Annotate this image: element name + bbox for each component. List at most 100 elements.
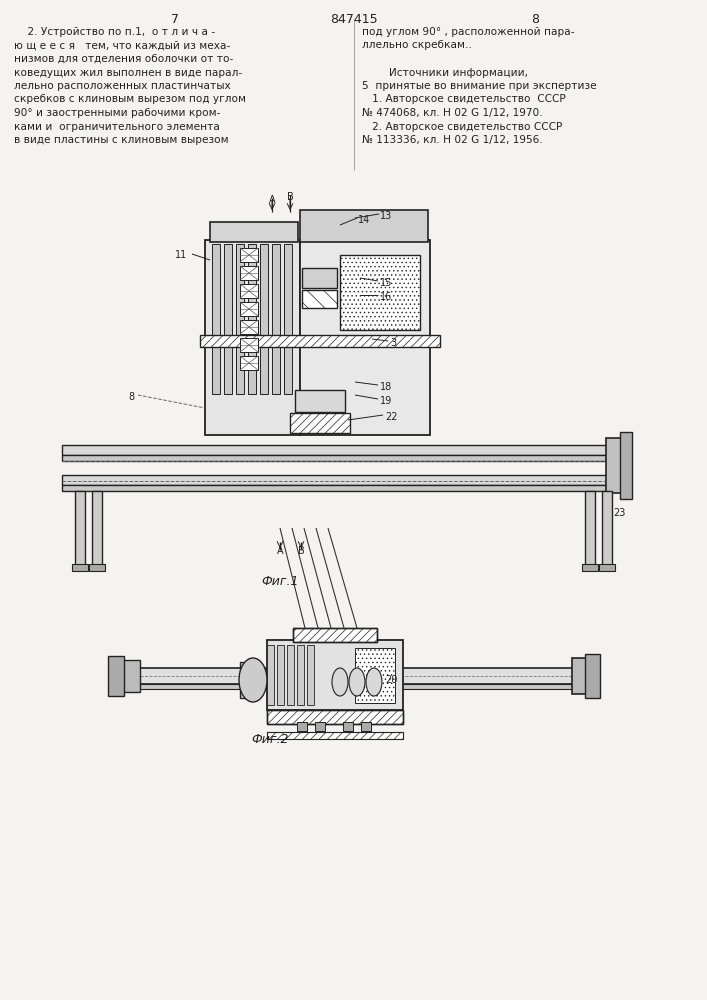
Bar	[295, 390, 345, 412]
Bar	[120, 660, 140, 692]
Bar	[355, 648, 395, 703]
Bar	[62, 455, 624, 461]
Text: 3: 3	[390, 338, 396, 348]
Text: ками и  ограничительного элемента: ками и ограничительного элемента	[14, 121, 220, 131]
Bar	[300, 240, 430, 435]
Text: B: B	[286, 192, 293, 202]
Text: 20: 20	[385, 675, 397, 685]
Bar	[200, 335, 440, 347]
Bar	[72, 564, 88, 571]
Bar	[240, 248, 258, 262]
Text: № 113336, кл. Н 02 G 1/12, 1956.: № 113336, кл. Н 02 G 1/12, 1956.	[362, 135, 543, 145]
Ellipse shape	[332, 668, 348, 696]
Text: 23: 23	[613, 508, 626, 518]
Ellipse shape	[239, 658, 267, 702]
Text: 847415: 847415	[330, 13, 378, 26]
Text: Источники информации,: Источники информации,	[362, 68, 528, 78]
Text: 8: 8	[531, 13, 539, 26]
Bar	[260, 244, 268, 394]
Text: 15: 15	[380, 278, 392, 288]
Text: низмов для отделения оболочки от то-: низмов для отделения оболочки от то-	[14, 54, 233, 64]
Bar	[224, 244, 232, 394]
Bar	[240, 266, 258, 280]
Bar	[606, 438, 628, 493]
Bar	[585, 654, 600, 698]
Text: 18: 18	[380, 382, 392, 392]
Text: 7: 7	[171, 13, 179, 26]
Text: в виде пластины с клиновым вырезом: в виде пластины с клиновым вырезом	[14, 135, 228, 145]
Bar	[205, 240, 300, 435]
Text: лельно расположенных пластинчатых: лельно расположенных пластинчатых	[14, 81, 230, 91]
Text: 2. Устройство по п.1,  о т л и ч а -: 2. Устройство по п.1, о т л и ч а -	[14, 27, 215, 37]
Bar	[267, 732, 403, 739]
Bar	[293, 628, 377, 642]
Bar	[120, 684, 580, 689]
Bar	[240, 320, 258, 334]
Bar	[302, 268, 337, 288]
Bar	[272, 244, 280, 394]
Text: A: A	[269, 195, 275, 205]
Bar	[284, 244, 292, 394]
Bar	[267, 710, 403, 724]
Text: скребков с клиновым вырезом под углом: скребков с клиновым вырезом под углом	[14, 95, 246, 104]
Bar	[297, 722, 307, 731]
Bar	[599, 564, 615, 571]
Text: № 474068, кл. Н 02 G 1/12, 1970.: № 474068, кл. Н 02 G 1/12, 1970.	[362, 108, 543, 118]
Text: 16: 16	[380, 292, 392, 302]
Bar	[302, 290, 337, 308]
Ellipse shape	[349, 668, 365, 696]
Text: 14: 14	[358, 215, 370, 225]
Bar	[267, 640, 403, 710]
Bar	[62, 445, 624, 455]
Bar	[340, 255, 420, 330]
Text: 11: 11	[175, 250, 187, 260]
Bar	[582, 564, 598, 571]
Bar	[602, 491, 612, 566]
Bar	[240, 338, 258, 352]
Bar	[290, 413, 350, 433]
Bar	[240, 284, 258, 298]
Bar	[212, 244, 220, 394]
Bar	[236, 244, 244, 394]
Bar	[240, 302, 258, 316]
Text: коведущих жил выполнен в виде парал-: коведущих жил выполнен в виде парал-	[14, 68, 242, 78]
Bar	[300, 210, 428, 242]
Text: 2. Авторское свидетельство СССР: 2. Авторское свидетельство СССР	[362, 121, 562, 131]
Text: 22: 22	[385, 412, 397, 422]
Text: под углом 90° , расположенной пара-: под углом 90° , расположенной пара-	[362, 27, 575, 37]
Bar	[89, 564, 105, 571]
Text: Фиг.2: Фиг.2	[251, 733, 288, 746]
Text: B: B	[298, 546, 305, 556]
Bar	[315, 722, 325, 731]
Bar	[361, 722, 371, 731]
Bar	[62, 475, 624, 485]
Bar	[267, 645, 274, 705]
Text: ллельно скребкам..: ллельно скребкам..	[362, 40, 472, 50]
Bar	[240, 662, 258, 698]
Ellipse shape	[366, 668, 382, 696]
Text: Фиг.1: Фиг.1	[262, 575, 299, 588]
Text: 13: 13	[380, 211, 392, 221]
Text: A: A	[276, 546, 284, 556]
Bar	[585, 491, 595, 566]
Text: ю щ е е с я   тем, что каждый из меха-: ю щ е е с я тем, что каждый из меха-	[14, 40, 230, 50]
Bar	[248, 244, 256, 394]
Text: 19: 19	[380, 396, 392, 406]
Bar	[277, 645, 284, 705]
Bar	[62, 485, 624, 491]
Bar	[287, 645, 294, 705]
Bar	[240, 356, 258, 370]
Bar	[75, 491, 85, 566]
Bar	[297, 645, 304, 705]
Bar	[572, 658, 590, 694]
Bar	[343, 722, 353, 731]
Bar	[92, 491, 102, 566]
Bar	[620, 432, 632, 499]
Text: 5  принятые во внимание при экспертизе: 5 принятые во внимание при экспертизе	[362, 81, 597, 91]
Bar	[267, 710, 403, 724]
Bar	[120, 668, 580, 684]
Text: 1. Авторское свидетельство  СССР: 1. Авторское свидетельство СССР	[362, 95, 566, 104]
Text: 90° и заостренными рабочими кром-: 90° и заостренными рабочими кром-	[14, 108, 221, 118]
Bar	[210, 222, 298, 242]
Bar	[108, 656, 124, 696]
